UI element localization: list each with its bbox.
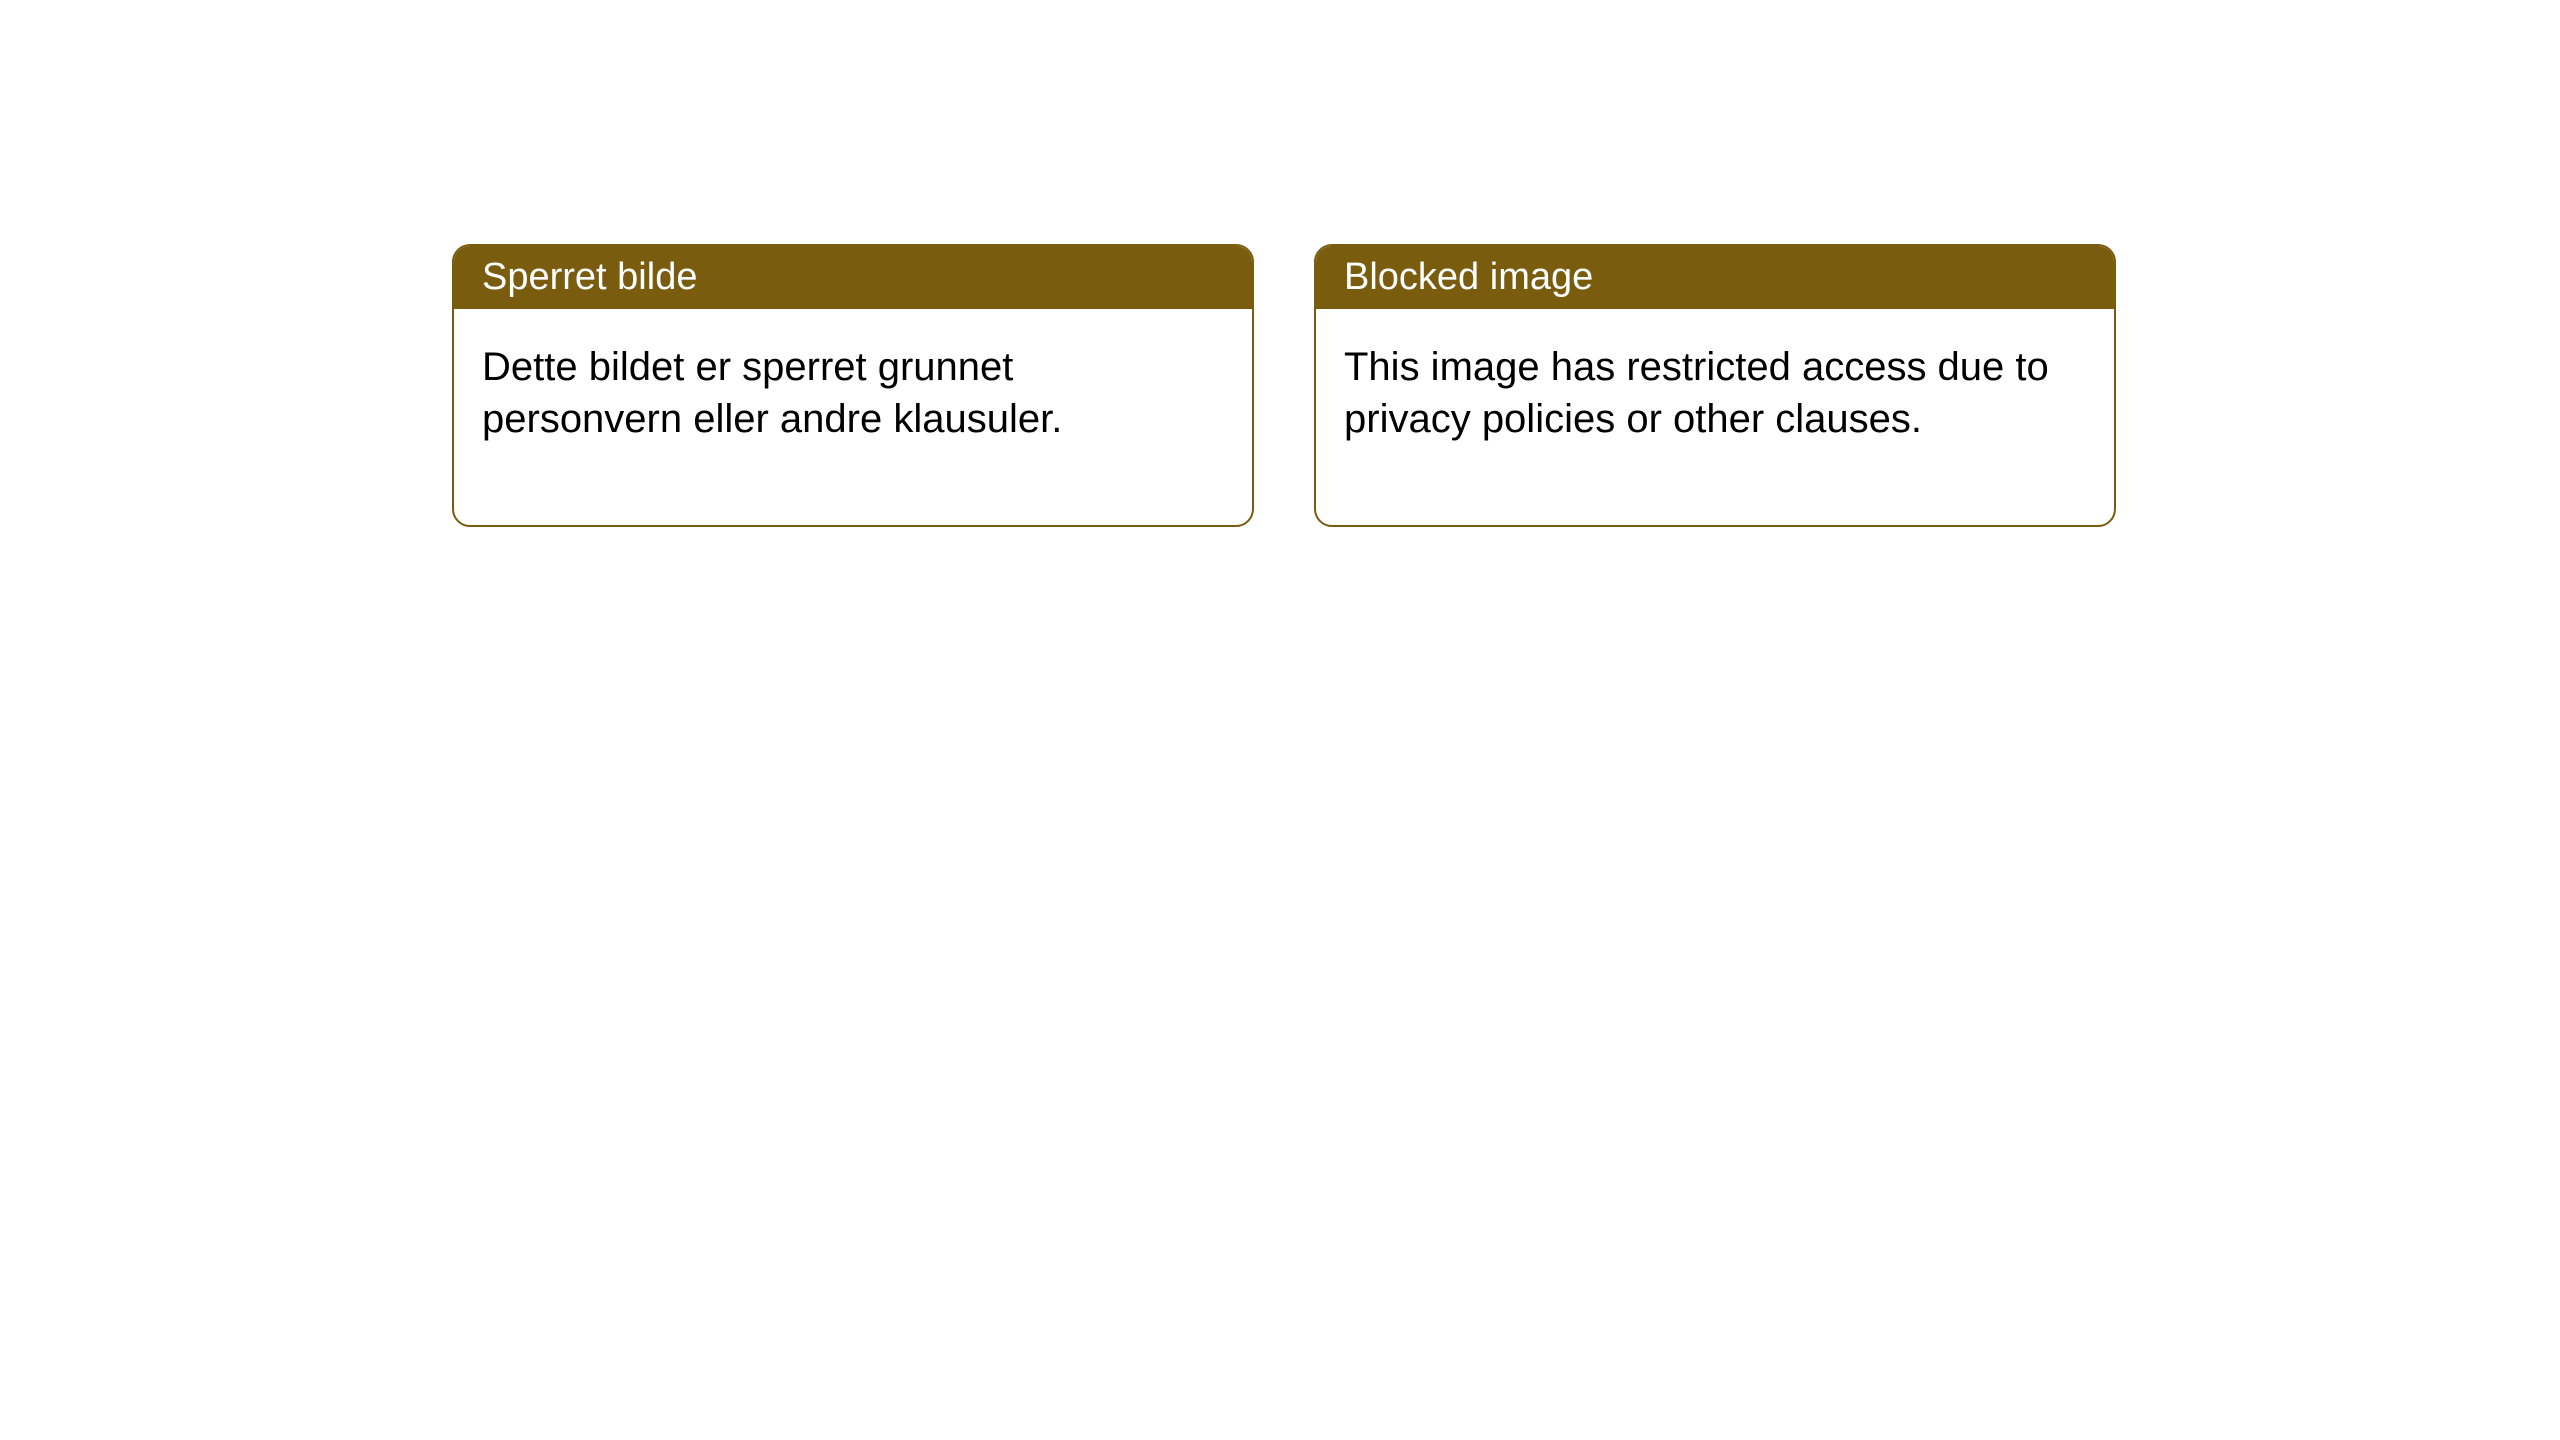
card-title: Blocked image <box>1344 256 1593 298</box>
card-header: Blocked image <box>1316 246 2114 309</box>
notice-card-norwegian: Sperret bilde Dette bildet er sperret gr… <box>452 244 1254 527</box>
card-body-text: This image has restricted access due to … <box>1344 345 2049 441</box>
notice-container: Sperret bilde Dette bildet er sperret gr… <box>0 0 2560 527</box>
card-body: Dette bildet er sperret grunnet personve… <box>454 309 1252 525</box>
notice-card-english: Blocked image This image has restricted … <box>1314 244 2116 527</box>
card-body: This image has restricted access due to … <box>1316 309 2114 525</box>
card-header: Sperret bilde <box>454 246 1252 309</box>
card-title: Sperret bilde <box>482 256 697 298</box>
card-body-text: Dette bildet er sperret grunnet personve… <box>482 345 1062 441</box>
